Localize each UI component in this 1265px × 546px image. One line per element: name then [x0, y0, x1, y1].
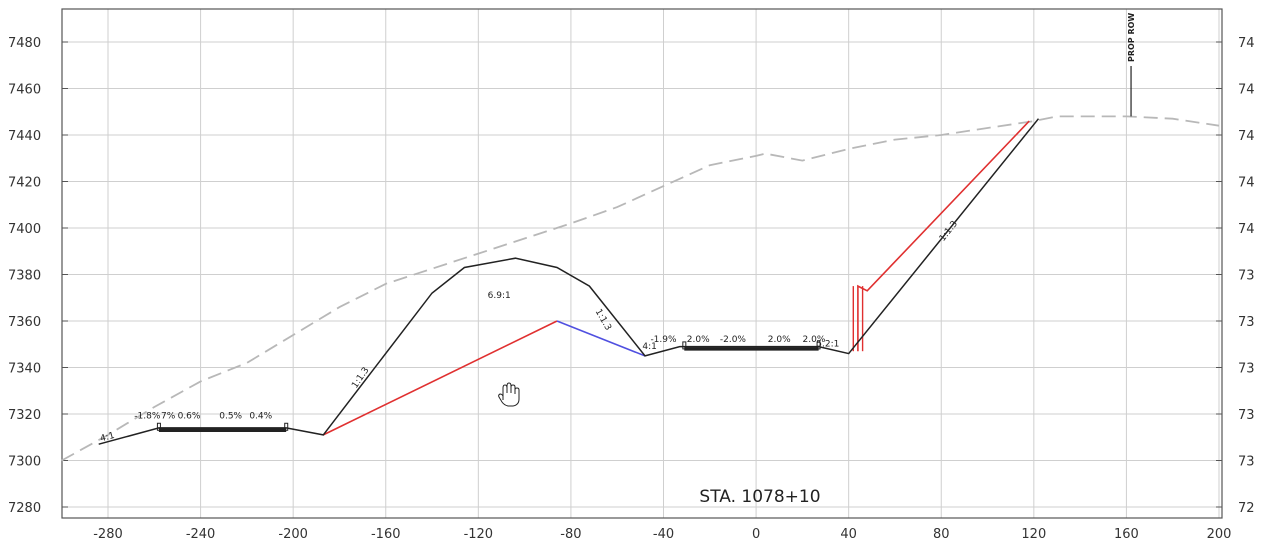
- elevation-tick-label: 7300: [8, 455, 41, 470]
- offset-tick-label: 0: [752, 527, 760, 542]
- slope-label: 0.6%: [178, 412, 201, 422]
- offset-tick-label: -80: [560, 527, 581, 542]
- offset-tick-label: -160: [371, 527, 401, 542]
- elevation-tick-label: 7320: [8, 408, 41, 423]
- right-tick-label: 74: [1238, 36, 1255, 51]
- right-tick-label: 73: [1238, 362, 1255, 377]
- slope-label: -1.9%: [650, 335, 677, 345]
- elevation-tick-label: 7400: [8, 222, 41, 237]
- offset-tick-label: 40: [840, 527, 857, 542]
- elevation-tick-label: 7460: [8, 83, 41, 98]
- offset-tick-label: 200: [1207, 527, 1232, 542]
- offset-tick-label: -280: [93, 527, 123, 542]
- elevation-tick-label: 7420: [8, 176, 41, 191]
- offset-tick-label: 160: [1114, 527, 1139, 542]
- elevation-tick-label: 7340: [8, 362, 41, 377]
- elevation-tick-label: 7280: [8, 501, 41, 516]
- row-marker: PROP ROW: [1127, 13, 1136, 117]
- elevation-tick-label: 7380: [8, 269, 41, 284]
- right-tick-label: 73: [1238, 269, 1255, 284]
- slope-label: 1:1.3: [350, 366, 371, 391]
- offset-axis: -280 -240 -200 -160 -120 -80 -40 0 40 80 120 160 200: [93, 527, 1231, 542]
- slope-label: 7%: [161, 412, 176, 422]
- slope-annotations: 4:1-1.8% 7% 0.6% 0.5% 0.4%1:1.36.9:11:1.34:1…: [99, 219, 960, 444]
- row-label: PROP ROW: [1127, 13, 1136, 62]
- elevation-tick-label: 7440: [8, 129, 41, 144]
- slope-label: 2.0%: [687, 335, 710, 345]
- offset-tick-label: 120: [1021, 527, 1046, 542]
- right-tick-label: 74: [1238, 129, 1255, 144]
- offset-tick-label: -200: [278, 527, 308, 542]
- elevation-tick-label: 7360: [8, 315, 41, 330]
- offset-tick-label: -240: [186, 527, 216, 542]
- grid-lines: [62, 9, 1222, 518]
- profile-lines: [61, 115, 1220, 462]
- slope-label: 0.5%: [219, 412, 242, 422]
- slope-label: 4:1: [642, 342, 656, 352]
- slope-label: 2.0%: [803, 335, 826, 345]
- right-tick-label: 74: [1238, 83, 1255, 98]
- hand-cursor-icon: [498, 382, 520, 407]
- curb-mark: [284, 422, 289, 431]
- elevation-axis-right: 72 73 73 73 73 73 74 74 74 74 74: [1216, 36, 1255, 516]
- red-design-line-left: [322, 320, 558, 436]
- right-tick-label: 72: [1238, 501, 1255, 516]
- station-label: STA. 1078+10: [699, 487, 820, 507]
- offset-tick-label: -40: [653, 527, 674, 542]
- right-tick-label: 74: [1238, 222, 1255, 237]
- design-template-line: [98, 118, 1040, 445]
- slope-label: 2.0%: [768, 335, 791, 345]
- slope-label: 0.4%: [249, 412, 272, 422]
- right-tick-label: 74: [1238, 176, 1255, 191]
- right-tick-label: 73: [1238, 315, 1255, 330]
- elevation-axis-left: 7280 7300 7320 7340 7360 7380 7400 7420 7440 7460…: [8, 36, 68, 516]
- slope-label: 4:1: [99, 431, 116, 444]
- curb-mark: [816, 341, 821, 350]
- existing-ground-line: [61, 115, 1220, 462]
- slope-label: -2.0%: [720, 335, 747, 345]
- plot-frame: [61, 8, 1223, 519]
- right-tick-label: 73: [1238, 455, 1255, 470]
- blue-design-segment: [556, 320, 646, 357]
- slope-label: -1.8%: [134, 412, 161, 422]
- offset-tick-label: 80: [933, 527, 950, 542]
- slope-label: 5.2:1: [816, 340, 839, 350]
- slope-label: 6.9:1: [488, 291, 511, 301]
- curb-mark: [156, 422, 161, 431]
- curb-mark: [682, 341, 687, 350]
- elevation-tick-label: 7480: [8, 36, 41, 51]
- right-tick-label: 73: [1238, 408, 1255, 423]
- offset-tick-label: -120: [464, 527, 494, 542]
